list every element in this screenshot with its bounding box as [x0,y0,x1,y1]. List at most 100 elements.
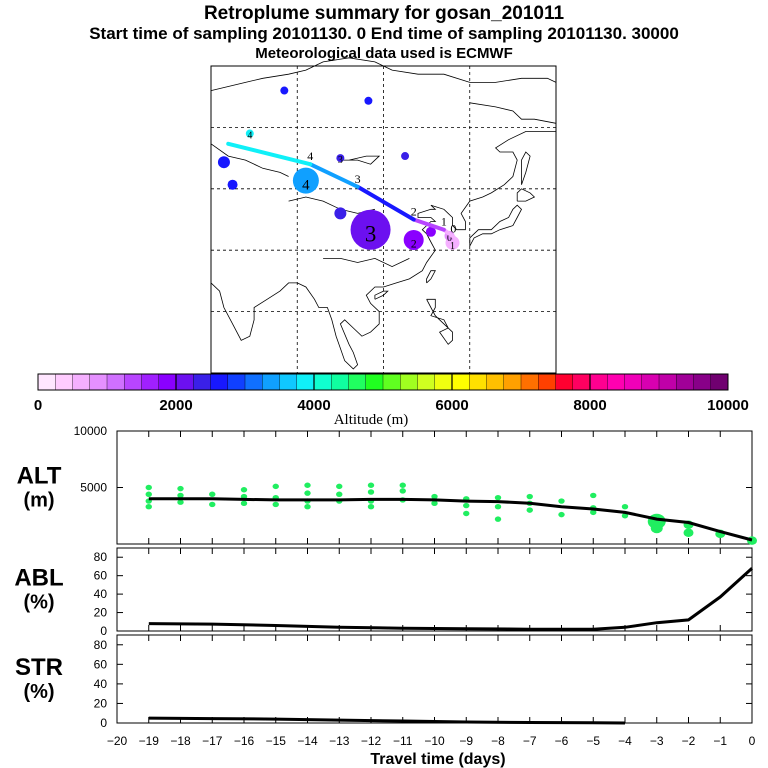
altitude-colorbar: 0 2000 4000 6000 8000 10000 Altitude (m) [34,373,749,428]
coastline [516,188,536,202]
x-tick-label: −4 [618,734,632,748]
alt-plume-point [209,491,216,497]
panel-ylabel: (%) [23,592,54,614]
x-tick-label: −8 [491,734,505,748]
colorbar-tick-label: 8000 [573,397,606,414]
colorbar-cell [383,374,401,390]
x-tick-label: 0 [749,734,756,748]
colorbar-tick-label: 6000 [435,397,468,414]
alt-plume-point [650,523,663,534]
map-plume-point [425,226,436,237]
alt-plume-point [558,498,565,504]
colorbar-cell [279,374,298,390]
panel-ylabel: ALT [17,463,62,490]
alt-plume-point [367,482,375,488]
colorbar-cell [434,374,453,390]
colorbar-cell [38,374,56,390]
colorbar-cell [555,374,574,390]
map-plume-point [217,156,230,169]
x-tick-label: −20 [107,734,128,748]
y-tick-label: 0 [100,624,107,638]
map-plume-label: 4 [302,177,310,193]
colorbar-cell [452,374,470,390]
colorbar-cell [193,374,211,390]
colorbar-cell [89,374,108,390]
trajectory-day-label: 0 [450,222,456,236]
alt-plume-point [272,483,279,490]
x-tick-label: −17 [202,734,223,748]
alt-plume-point [336,491,343,497]
alt-plume-point [304,482,311,488]
str-series-line [148,716,626,725]
colorbar-cell [710,374,729,390]
x-tick-label: −18 [170,734,191,748]
alt-plume-point [526,507,533,513]
colorbar-cell [210,374,229,390]
map-plume-point [334,207,347,220]
alt-median-line [148,497,753,542]
colorbar-cell [469,374,487,390]
map-plume-point [401,152,410,161]
colorbar-cell [365,374,384,390]
colorbar-axis-label: Altitude (m) [334,412,409,428]
coastline [340,155,381,165]
alt-plume-point [590,492,597,499]
x-tick-label: −2 [682,734,696,748]
x-tick-label: −5 [586,734,600,748]
alt-plume-point [494,494,502,501]
colorbar-cell [572,374,591,390]
trajectory-day-label: 2 [411,205,417,219]
chart-title: Retroplume summary for gosan_201011 [203,3,565,24]
panel-ylabel: (m) [23,490,54,512]
colorbar-cell [262,374,280,390]
trajectory-segment [226,141,313,167]
colorbar-cell [624,374,643,390]
alt-plume-point [463,502,470,509]
colorbar-cell [590,374,608,390]
alt-plume-point [494,516,502,522]
coastline [521,151,531,185]
alt-plume-point [494,503,502,510]
alt-plume-point [145,491,152,497]
alt-plume-point [683,528,694,537]
y-tick-label: 0 [100,716,107,730]
alt-plume-point [145,503,152,510]
colorbar-cell [158,374,177,390]
x-tick-label: −11 [393,734,413,748]
map-plume-point [227,179,238,190]
x-tick-label: −10 [424,734,445,748]
abl-series-line [148,567,754,631]
colorbar-cell [245,374,263,390]
met-data-line: Meteorological data used is ECMWF [255,45,513,62]
alt-plume-point [336,483,343,490]
coastline [469,102,557,124]
alt-plume-point [304,503,311,510]
coastline [426,270,436,284]
sampling-time-line: Start time of sampling 20101130. 0 End t… [89,24,679,43]
alt-plume-point [177,499,184,505]
colorbar-cell [659,374,677,390]
trajectory-day-label: 1 [441,215,447,229]
colorbar-cell [641,374,660,390]
colorbar-cell [538,374,556,390]
alt-plume-point [177,492,184,499]
map-plume-point [336,154,345,163]
map-plume-point [364,96,373,105]
map-plume-label: 3 [338,155,343,166]
coastline [210,57,557,91]
coastline [210,143,289,177]
y-tick-label: 20 [94,606,108,620]
alt-plume-point [526,493,533,500]
trajectory-segment [355,184,416,222]
coastline [210,131,556,370]
colorbar-cell [676,374,694,390]
map-plume-label: 1 [450,241,455,252]
y-tick-label: 60 [94,657,108,671]
alt-plume-point [177,485,184,492]
map-plume-point [403,229,424,250]
panel-frame [116,634,753,724]
alt-plume-point [431,500,438,507]
colorbar-tick-label: 2000 [159,397,192,414]
